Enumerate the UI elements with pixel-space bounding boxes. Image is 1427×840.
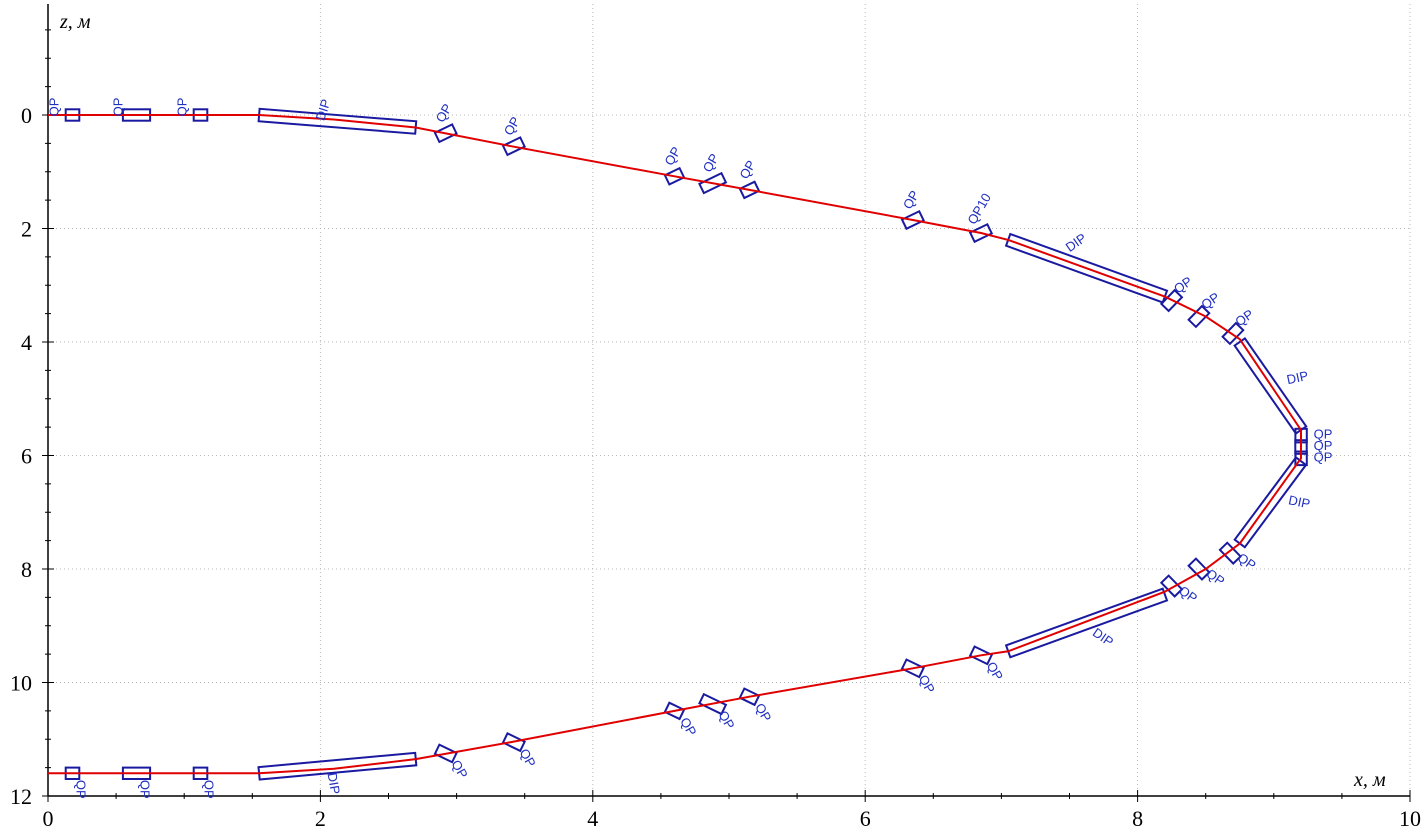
quadrupole-label: QP xyxy=(47,98,62,117)
quadrupole-label: QP xyxy=(1232,306,1256,329)
quadrupole-magnet xyxy=(738,180,761,200)
beam-trajectory xyxy=(48,114,1302,775)
quadrupole-magnet xyxy=(698,692,728,716)
quadrupole-magnet xyxy=(1187,304,1211,329)
dipole-label: DIP xyxy=(325,771,344,795)
quadrupole-magnet xyxy=(900,658,926,679)
quadrupole-label: QP xyxy=(202,780,217,799)
quadrupole-magnet xyxy=(433,123,458,144)
quadrupole-label: QP xyxy=(433,101,455,125)
quadrupole-magnet xyxy=(1218,541,1242,565)
x-axis-label: x, м xyxy=(1353,769,1386,791)
quadrupole-label: QP xyxy=(1198,289,1222,312)
dipole-label: DIP xyxy=(1063,230,1089,255)
quadrupole-magnet xyxy=(501,732,526,753)
quadrupole-magnet xyxy=(663,166,686,186)
dipole-label: DIP xyxy=(1090,625,1116,650)
z-tick-label: 6 xyxy=(21,444,32,469)
z-tick-label: 12 xyxy=(10,784,32,809)
dipole-magnet xyxy=(1233,455,1308,549)
quadrupole-magnet xyxy=(1159,288,1184,313)
quadrupole-label: QP xyxy=(138,780,153,799)
quadrupole-magnet xyxy=(698,171,728,195)
z-tick-label: 0 xyxy=(21,103,32,128)
quadrupole-label: QP xyxy=(501,114,523,138)
dipole-label: DIP xyxy=(313,97,334,122)
dipole-magnet xyxy=(257,751,418,781)
quadrupole-label: QP xyxy=(1314,449,1333,464)
z-axis-label: z, м xyxy=(59,11,91,33)
quadrupole-magnet xyxy=(738,687,761,707)
x-tick-label: 10 xyxy=(1399,806,1421,831)
quadrupole-magnet xyxy=(663,701,686,721)
z-tick-label: 10 xyxy=(10,671,32,696)
quadrupole-label: QP xyxy=(900,188,922,212)
quadrupole-label: QP xyxy=(74,780,89,799)
quadrupole-label: QP xyxy=(1171,273,1195,296)
dipole-magnet xyxy=(257,107,418,135)
quadrupole-magnet xyxy=(1187,557,1211,581)
quadrupole-label: QP xyxy=(175,98,190,117)
quadrupole-label: QP xyxy=(1314,438,1333,453)
z-tick-label: 4 xyxy=(21,330,32,355)
x-tick-label: 4 xyxy=(587,806,598,831)
dipole-magnet xyxy=(1004,587,1169,659)
tick-labels: 0 2 4 6 8 10 0 2 4 6 8 10 12 xyxy=(10,29,1421,831)
quadrupole-magnet xyxy=(900,209,926,231)
z-tick-label: 8 xyxy=(21,557,32,582)
x-tick-label: 6 xyxy=(860,806,871,831)
dipole-label: DIP xyxy=(1285,368,1309,387)
z-tick-label: 2 xyxy=(21,217,32,242)
quadrupole-magnet xyxy=(501,136,526,157)
quadrupole-magnet xyxy=(968,645,994,666)
quadrupole-label: QP xyxy=(661,144,683,168)
quadrupole-label: QP xyxy=(111,98,126,117)
quadrupole-label: QP xyxy=(700,151,722,175)
magnet-elements xyxy=(64,107,1308,781)
dipole-label: DIP xyxy=(1287,492,1311,511)
x-tick-label: 0 xyxy=(43,806,54,831)
axes: z, м x, м xyxy=(47,4,1410,797)
quadrupole-magnet xyxy=(433,743,458,764)
grid xyxy=(48,4,1411,796)
quadrupole-label: QP xyxy=(715,708,737,732)
quadrupole-label: QP10 xyxy=(964,191,994,227)
quadrupole-label: QP xyxy=(1314,427,1333,442)
quadrupole-magnet xyxy=(968,222,994,244)
quadrupole-label: QP xyxy=(736,158,758,182)
x-tick-label: 2 xyxy=(315,806,326,831)
x-tick-label: 8 xyxy=(1132,806,1143,831)
dipole-magnet xyxy=(1004,232,1169,304)
